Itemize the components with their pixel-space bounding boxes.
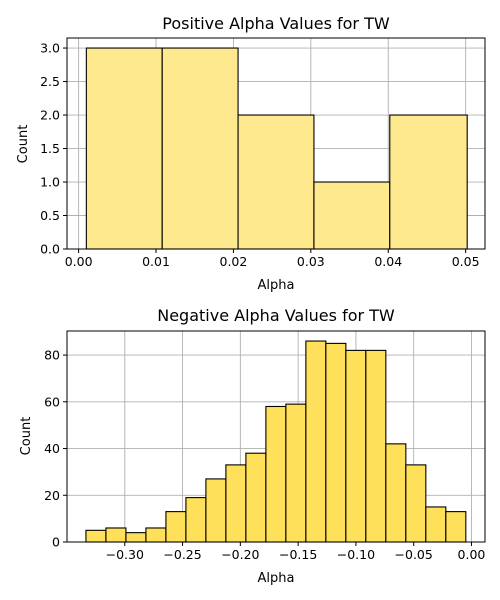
chart-negative-alpha-bar [305,340,327,543]
chart-positive-alpha-x-tick-label: 0.01 [142,254,170,269]
chart-positive-alpha-x-tick-label: 0.03 [297,254,325,269]
chart-positive-alpha-y-tick-label: 1.0 [40,175,60,190]
chart-positive-alpha-x-tick-label: 0.04 [374,254,402,269]
chart-negative-alpha-bar [345,349,367,543]
chart-negative-alpha: −0.30 −0.25 −0.20 −0.15 −0.10 −0.05 0.00 0 20 40… [19,306,486,586]
chart-positive-alpha-y-tick-label: 0.0 [40,242,60,257]
chart-negative-alpha-x-tick-label: −0.15 [279,547,317,562]
chart-negative-alpha-bar [205,478,227,543]
chart-negative-alpha-x-tick-label: −0.20 [221,547,259,562]
chart-positive-alpha-bars [85,47,468,250]
chart-positive-alpha-y-tick-label: 2.5 [40,74,60,89]
chart-positive-alpha-bar [313,181,391,250]
chart-negative-alpha-y-tick-label: 80 [44,348,60,363]
chart-negative-alpha-bar [445,511,467,543]
chart-positive-alpha-x-tick-label: 0.05 [452,254,480,269]
chart-positive-alpha-x-tick-label: 0.00 [65,254,93,269]
chart-negative-alpha-y-tick-label: 40 [44,441,60,456]
chart-positive-alpha-bar [161,47,239,250]
chart-negative-alpha-bar [365,349,387,543]
chart-negative-alpha-bar [285,403,307,543]
chart-positive-alpha-bar [237,114,315,250]
chart-positive-alpha-x-axis: 0.00 0.01 0.02 0.03 0.04 0.05 [65,249,480,269]
chart-negative-alpha-bar [265,405,287,543]
chart-negative-alpha-y-tick-label: 60 [44,394,60,409]
chart-negative-alpha-bar [85,529,107,543]
chart-negative-alpha-bar [385,443,407,543]
chart-negative-alpha-y-label: Count [19,417,34,456]
chart-negative-alpha-x-axis: −0.30 −0.25 −0.20 −0.15 −0.10 −0.05 0.00 [106,542,486,562]
chart-negative-alpha-x-label: Alpha [258,571,295,586]
chart-negative-alpha-bars [85,340,467,543]
chart-negative-alpha-bar [145,527,167,543]
chart-negative-alpha-bar [245,452,267,543]
chart-positive-alpha-bar [389,114,468,250]
chart-positive-alpha-x-tick-label: 0.02 [220,254,248,269]
chart-negative-alpha-bar [225,464,247,543]
chart-positive-alpha-y-label: Count [16,125,31,164]
chart-negative-alpha-y-axis: 0 20 40 60 80 [44,348,67,550]
chart-negative-alpha-bar [425,506,447,543]
chart-negative-alpha-y-tick-label: 20 [44,488,60,503]
chart-positive-alpha-y-tick-label: 3.0 [40,41,60,56]
chart-negative-alpha-bar [125,532,147,543]
chart-positive-alpha-y-axis: 0.0 0.5 1.0 1.5 2.0 2.5 3.0 [40,41,67,257]
chart-negative-alpha-x-tick-label: −0.10 [337,547,375,562]
chart-negative-alpha-y-tick-label: 0 [52,535,60,550]
chart-negative-alpha-x-tick-label: −0.30 [106,547,144,562]
chart-positive-alpha-y-tick-label: 2.0 [40,108,60,123]
chart-negative-alpha-x-tick-label: 0.00 [458,547,486,562]
chart-positive-alpha-plot-area [66,37,486,250]
chart-negative-alpha-x-tick-label: −0.05 [395,547,433,562]
chart-negative-alpha-bar [185,497,207,543]
chart-negative-alpha-title: Negative Alpha Values for TW [157,306,395,325]
chart-negative-alpha-bar [165,511,187,543]
chart-negative-alpha-bar [105,527,127,543]
chart-negative-alpha-bar [405,464,427,543]
chart-negative-alpha-plot-area [66,330,486,543]
chart-positive-alpha-x-label: Alpha [258,278,295,293]
chart-positive-alpha-bar [85,47,163,250]
chart-negative-alpha-x-tick-label: −0.25 [163,547,201,562]
chart-positive-alpha-y-tick-label: 0.5 [40,208,60,223]
chart-positive-alpha-title: Positive Alpha Values for TW [162,14,390,33]
chart-positive-alpha-y-tick-label: 1.5 [40,141,60,156]
chart-negative-alpha-bar [325,342,347,543]
chart-positive-alpha: 0.00 0.01 0.02 0.03 0.04 0.05 0.0 0.5 1.0 1.5 2.0… [16,14,486,293]
